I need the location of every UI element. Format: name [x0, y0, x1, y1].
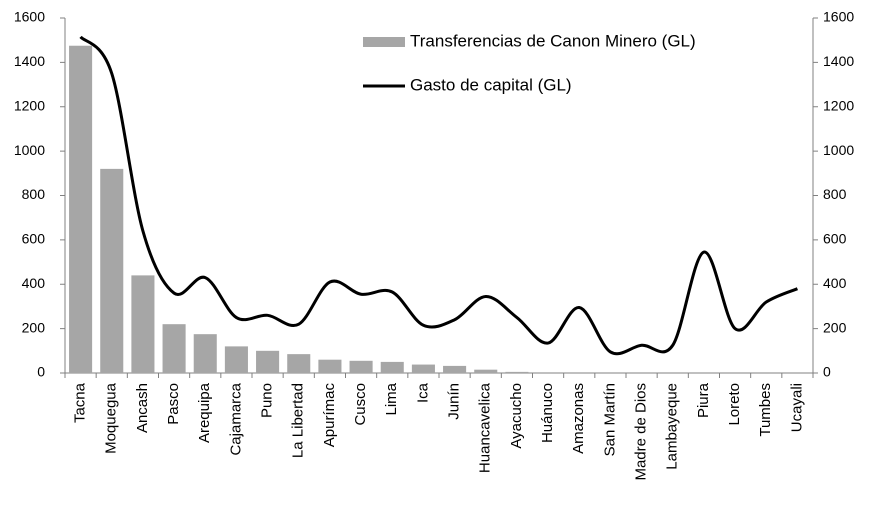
y2-tick-label: 1600: [823, 9, 854, 25]
y-tick-label: 200: [22, 319, 46, 335]
x-tick-label: San Martín: [601, 383, 618, 456]
bar: [443, 365, 467, 373]
x-tick-label: Arequipa: [196, 382, 213, 443]
y2-tick-label: 1400: [823, 53, 854, 69]
y-tick-label: 600: [22, 231, 46, 247]
y-tick-label: 400: [22, 275, 46, 291]
x-tick-label: Cusco: [352, 383, 369, 426]
y-tick-label: 1200: [14, 97, 45, 113]
x-tick-label: Huancavelica: [477, 382, 494, 473]
y-tick-label: 1600: [14, 9, 45, 25]
x-tick-label: Moquegua: [103, 382, 120, 454]
bar: [131, 275, 155, 373]
x-tick-label: Tacna: [72, 382, 89, 423]
y2-tick-label: 1000: [823, 142, 854, 158]
x-tick-label: Lambayeque: [664, 383, 681, 470]
legend-swatch: [363, 37, 405, 47]
legend-label: Transferencias de Canon Minero (GL): [410, 31, 696, 50]
bar: [256, 350, 280, 373]
x-tick-label: Amazonas: [570, 383, 587, 454]
x-tick-label: Cajamarca: [227, 382, 244, 455]
y2-tick-label: 400: [823, 275, 847, 291]
x-tick-label: Puno: [259, 383, 276, 418]
y2-tick-label: 0: [823, 364, 831, 380]
bar: [162, 324, 186, 373]
bar: [380, 361, 404, 373]
x-tick-label: La Libertad: [290, 383, 307, 458]
x-tick-label: Ica: [414, 382, 431, 403]
x-tick-label: Ancash: [134, 383, 151, 433]
y-tick-label: 800: [22, 186, 46, 202]
x-tick-label: Loreto: [726, 383, 743, 426]
y2-tick-label: 1200: [823, 97, 854, 113]
y-tick-label: 1400: [14, 53, 45, 69]
bar: [474, 369, 498, 373]
bar: [287, 354, 311, 373]
y-tick-label: 0: [37, 364, 45, 380]
legend: Transferencias de Canon Minero (GL) Gasto…: [363, 31, 696, 94]
bar: [349, 360, 373, 373]
x-tick-label: Pasco: [165, 383, 182, 425]
y2-tick-label: 600: [823, 231, 847, 247]
bar: [318, 359, 342, 373]
y-tick-label: 1000: [14, 142, 45, 158]
y2-tick-label: 200: [823, 319, 847, 335]
bar: [193, 334, 217, 373]
x-tick-label: Piura: [695, 382, 712, 418]
x-tick-label: Junín: [446, 383, 463, 420]
x-tick-label: Tumbes: [757, 383, 774, 437]
y2-tick-label: 800: [823, 186, 847, 202]
x-tick-label: Apurímac: [321, 383, 338, 448]
x-tick-label: Ucayali: [788, 383, 805, 432]
bar: [100, 168, 124, 373]
x-tick-label: Ayacucho: [508, 383, 525, 449]
bar: [69, 45, 93, 373]
x-tick-label: Huánuco: [539, 383, 556, 443]
legend-label: Gasto de capital (GL): [410, 75, 572, 94]
x-tick-label: Lima: [383, 382, 400, 415]
bar: [411, 364, 435, 373]
line: [79, 35, 799, 356]
x-tick-label: Madre de Dios: [633, 383, 650, 481]
bar: [505, 371, 529, 373]
bar: [224, 346, 248, 373]
